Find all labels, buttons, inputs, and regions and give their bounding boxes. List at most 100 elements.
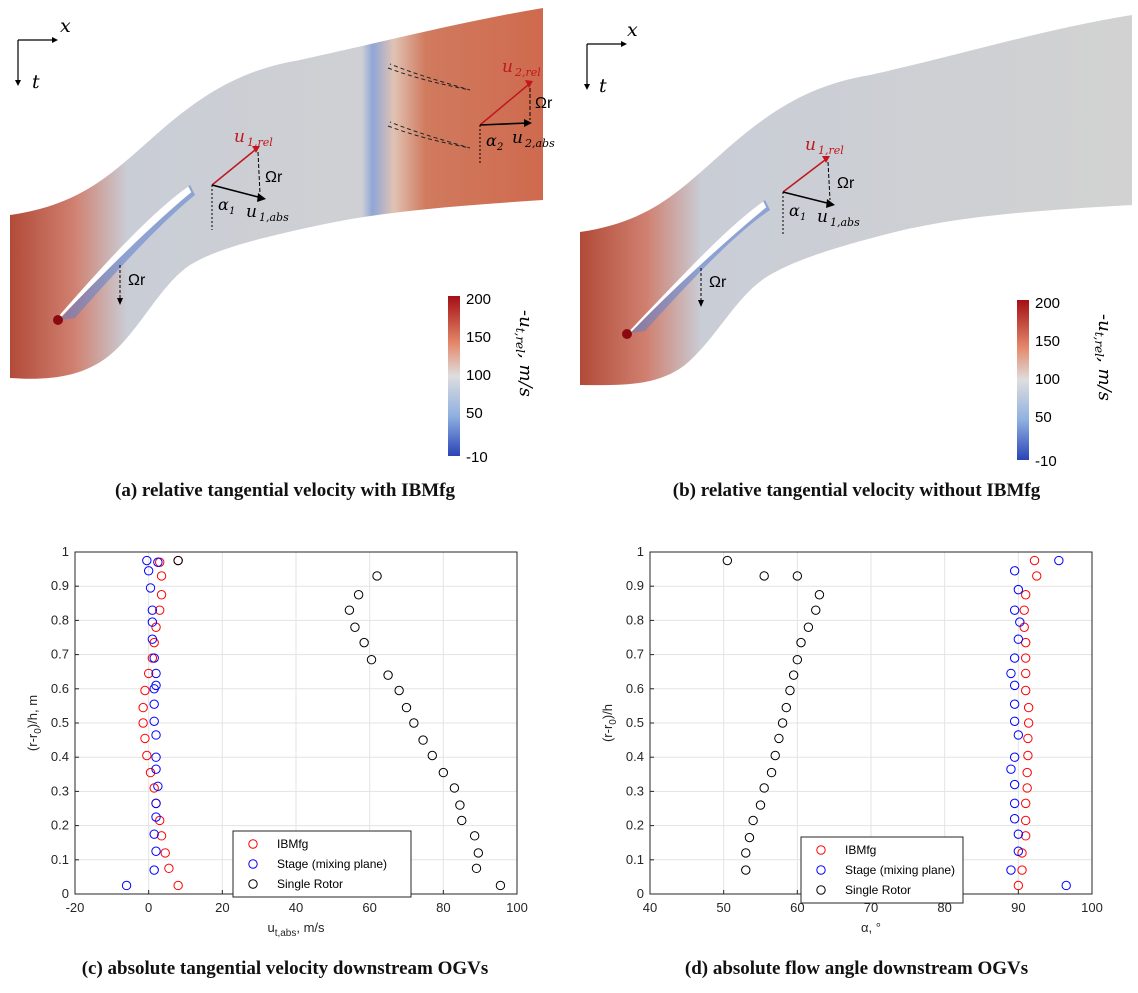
data-point bbox=[814, 590, 825, 600]
data-point bbox=[785, 685, 795, 696]
omega-r-label-2: Ωr bbox=[709, 274, 727, 291]
colorbar-tick: 200 bbox=[1035, 295, 1060, 312]
u1abs-label: u bbox=[817, 207, 828, 227]
data-point bbox=[173, 555, 183, 566]
x-tick-label: 50 bbox=[716, 900, 730, 915]
data-point bbox=[145, 767, 156, 778]
data-point bbox=[151, 798, 161, 809]
alpha1-label: α bbox=[218, 195, 229, 214]
data-point bbox=[383, 670, 393, 680]
data-point bbox=[140, 733, 150, 744]
x-tick-label: 60 bbox=[362, 900, 376, 915]
ogv-outline-2 bbox=[387, 121, 471, 149]
data-point bbox=[1021, 831, 1031, 841]
axis-x-label: x bbox=[627, 19, 638, 41]
legend-marker bbox=[248, 839, 258, 849]
omega-r-label-1: Ωr bbox=[837, 175, 855, 192]
legend-label: IBMfg bbox=[845, 843, 876, 857]
data-point bbox=[151, 680, 161, 691]
y-tick-label: 0.3 bbox=[51, 783, 69, 798]
data-point bbox=[138, 702, 148, 713]
data-point bbox=[1054, 555, 1064, 566]
colorbar-b: 200 150 100 50 -10 -ut,rel, m/s bbox=[1017, 295, 1115, 470]
data-point bbox=[759, 571, 769, 581]
data-point bbox=[1009, 779, 1020, 790]
blade-wake bbox=[60, 185, 195, 320]
u1rel-label: u bbox=[805, 135, 816, 155]
data-point bbox=[153, 557, 163, 567]
data-point bbox=[149, 829, 159, 839]
data-point bbox=[121, 880, 132, 891]
x-tick-label: 20 bbox=[215, 900, 229, 915]
y-tick-label: 0.7 bbox=[626, 647, 644, 662]
data-point bbox=[147, 634, 158, 644]
data-point bbox=[353, 590, 364, 600]
data-point bbox=[748, 815, 758, 826]
data-point bbox=[788, 670, 799, 680]
stagnation-point bbox=[622, 329, 632, 339]
data-point bbox=[759, 783, 769, 793]
data-point bbox=[766, 767, 777, 778]
flow-domain bbox=[580, 15, 1132, 386]
x-tick-label: 80 bbox=[436, 900, 450, 915]
data-point bbox=[741, 848, 751, 858]
data-point bbox=[1021, 668, 1031, 679]
colorbar-tick: 50 bbox=[1035, 409, 1052, 426]
data-point bbox=[149, 865, 159, 875]
rotation-arrow: Ωr bbox=[698, 268, 727, 307]
omega-r-label-2: Ωr bbox=[535, 95, 553, 112]
y-axis-label: (r-r0)/h, m bbox=[25, 695, 44, 751]
legend-label: Stage (mixing plane) bbox=[277, 857, 387, 871]
y-tick-label: 0.6 bbox=[51, 681, 69, 696]
data-point bbox=[155, 605, 165, 615]
data-point bbox=[1022, 783, 1032, 793]
data-point bbox=[344, 605, 355, 615]
data-point bbox=[1009, 716, 1020, 726]
caption-d: (d) absolute flow angle downstream OGVs bbox=[684, 958, 1029, 979]
legend: IBMfg Stage (mixing plane) Single Rotor bbox=[232, 830, 412, 898]
x-tick-label: 80 bbox=[937, 900, 951, 915]
x-axis-label: ut,abs, m/s bbox=[267, 920, 325, 939]
data-point bbox=[151, 812, 161, 822]
data-point bbox=[811, 605, 821, 615]
data-point bbox=[350, 622, 360, 632]
caption-a: (a) relative tangential velocity with IB… bbox=[115, 480, 455, 501]
data-point bbox=[1013, 829, 1024, 839]
colorbar-label: -ut,rel, m/s bbox=[1092, 314, 1115, 401]
y-tick-label: 0.8 bbox=[626, 612, 644, 627]
alpha1-sub: 1 bbox=[229, 206, 235, 217]
legend-label: Stage (mixing plane) bbox=[845, 863, 955, 877]
colorbar-tick: 50 bbox=[466, 405, 483, 422]
y-axis-label: (r-r0)/h bbox=[600, 704, 619, 742]
data-point bbox=[1022, 767, 1032, 778]
data-point bbox=[151, 752, 161, 762]
data-point bbox=[1009, 699, 1020, 709]
data-point bbox=[153, 781, 163, 791]
y-tick-label: 0.9 bbox=[626, 578, 644, 593]
u2rel-sub: 2,rel bbox=[514, 66, 541, 79]
data-point bbox=[401, 702, 412, 713]
data-point bbox=[449, 783, 460, 793]
panel-a-contour: x t u 1,rel u 1,abs α 1 Ωr u 2,rel u 2,a… bbox=[10, 8, 555, 466]
data-point bbox=[774, 733, 784, 744]
data-point bbox=[744, 832, 755, 843]
data-point bbox=[1029, 555, 1040, 566]
x-tick-label: 40 bbox=[289, 900, 303, 915]
data-point bbox=[781, 702, 791, 713]
data-point bbox=[418, 735, 428, 745]
colorbar-tick: 100 bbox=[466, 367, 491, 384]
data-point bbox=[803, 622, 814, 632]
legend-marker bbox=[816, 865, 826, 875]
legend-label: Single Rotor bbox=[277, 877, 343, 891]
x-tick-label: 90 bbox=[1011, 900, 1025, 915]
y-tick-label: 0.2 bbox=[626, 818, 644, 833]
y-tick-label: 0.1 bbox=[51, 852, 69, 867]
data-point bbox=[1021, 798, 1031, 809]
x-tick-label: 40 bbox=[643, 900, 657, 915]
legend: IBMfg Stage (mixing plane) Single Rotor bbox=[800, 836, 964, 904]
y-tick-label: 0 bbox=[62, 886, 69, 901]
data-point bbox=[151, 668, 161, 679]
ogv-outline-1 bbox=[387, 63, 471, 91]
y-tick-label: 0.5 bbox=[626, 715, 644, 730]
axis-t-label: t bbox=[32, 71, 40, 93]
